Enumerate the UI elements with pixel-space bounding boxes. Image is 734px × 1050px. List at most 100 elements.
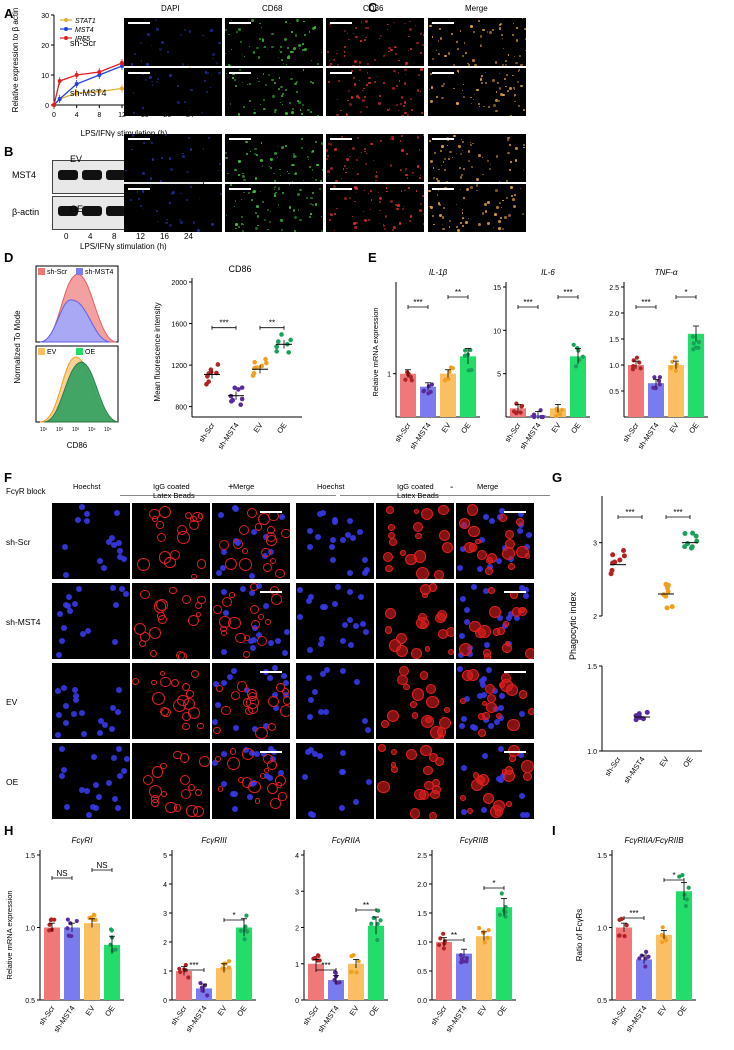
data-point xyxy=(378,918,383,923)
y-tick-label: 2 xyxy=(295,926,299,933)
data-point xyxy=(348,969,354,975)
data-point xyxy=(514,410,519,416)
bar xyxy=(420,386,436,417)
panel-f-row-label: sh-Scr xyxy=(6,537,31,547)
bar xyxy=(328,980,344,1000)
panel-f-plus: + xyxy=(228,482,234,493)
bar xyxy=(636,959,652,1000)
bar xyxy=(44,927,60,1000)
significance-label: * xyxy=(492,879,495,888)
blot-xlabel: LPS/IFNγ stimulation (h) xyxy=(80,242,167,251)
panel-f-micrograph xyxy=(456,503,534,579)
pi-ylabel: Ratio of FcγRs xyxy=(575,909,584,961)
pd-ylabel: Mean fluorescence intensity xyxy=(153,302,162,401)
panel-f-micrograph xyxy=(52,663,130,739)
panel-f-micrograph xyxy=(212,663,290,739)
data-point xyxy=(311,956,316,961)
data-point xyxy=(575,345,580,351)
data-point xyxy=(264,360,269,366)
data-point xyxy=(661,592,667,598)
data-point xyxy=(657,375,662,380)
group-label: OE xyxy=(459,421,473,435)
panel-label-d: D xyxy=(4,250,14,265)
y-tick-label: 1.5 xyxy=(609,337,619,344)
y-tick-label: 1200 xyxy=(171,363,187,370)
panel-c-micrograph xyxy=(326,134,424,182)
data-point xyxy=(617,557,623,563)
data-point xyxy=(286,350,291,355)
data-point xyxy=(651,385,656,390)
chart-title: FcγRIIB xyxy=(460,836,489,845)
data-point xyxy=(657,382,662,387)
group-label: OE xyxy=(681,755,695,769)
pa-xtick: 12 xyxy=(118,112,126,119)
data-point xyxy=(426,391,431,396)
panel-e-charts: Relative mRNA expression 1IL-1β*****sh-Sc… xyxy=(371,268,708,451)
chart-title: FcγRIIA/FcγRIIB xyxy=(624,836,684,845)
data-point xyxy=(263,356,268,362)
data-point xyxy=(652,375,657,380)
group-label: OE xyxy=(235,1004,249,1018)
y-tick-label: 2000 xyxy=(171,280,187,287)
data-point xyxy=(356,959,361,964)
data-point xyxy=(560,407,565,412)
data-point xyxy=(664,605,670,611)
data-point xyxy=(621,553,627,559)
significance-label: *** xyxy=(629,909,638,918)
hist-xlabel: CD86 xyxy=(67,441,88,450)
y-tick-label: 3 xyxy=(163,911,167,918)
pa-xtick: 0 xyxy=(52,112,56,119)
y-tick-label: 0.5 xyxy=(417,969,427,976)
group-label: EV xyxy=(658,755,671,768)
hist-tick-2: 10² xyxy=(56,427,64,433)
group-label: EV xyxy=(348,1004,361,1017)
data-point xyxy=(409,378,414,383)
data-point xyxy=(198,980,203,986)
panel-label-a: A xyxy=(4,6,14,21)
panel-f-micrograph xyxy=(456,663,534,739)
data-point xyxy=(669,604,675,610)
group-label: OE xyxy=(569,421,583,435)
pa-ytick: 20 xyxy=(41,43,49,50)
data-point xyxy=(696,345,701,350)
bar xyxy=(308,963,324,1000)
data-point xyxy=(222,966,227,971)
group-label: sh-Scr xyxy=(169,1004,189,1027)
panel-c-row-label: OE xyxy=(70,204,84,214)
bar xyxy=(216,968,232,1000)
pa-legend-label: STAT1 xyxy=(75,18,96,25)
data-point xyxy=(405,370,410,375)
panel-f-micrograph xyxy=(52,583,130,659)
data-point xyxy=(186,975,191,980)
y-tick-label: 1.0 xyxy=(587,749,597,756)
hist-tick-3: 10³ xyxy=(72,427,80,433)
bar xyxy=(628,365,644,417)
y-tick-label: 10 xyxy=(493,328,501,335)
group-label: EV xyxy=(476,1004,489,1017)
y-tick-label: 1.5 xyxy=(597,853,607,860)
panel-f-micrograph xyxy=(376,743,454,819)
bar xyxy=(648,383,664,417)
data-point xyxy=(226,959,232,964)
group-label: EV xyxy=(656,1004,669,1017)
data-point xyxy=(644,949,649,954)
data-point xyxy=(638,366,643,371)
data-point xyxy=(636,711,642,717)
blot-band-mst4 xyxy=(58,170,78,180)
hist-leg-ev: EV xyxy=(47,349,57,356)
data-point xyxy=(503,904,508,910)
data-point xyxy=(52,917,57,922)
data-point xyxy=(238,928,244,933)
pd-title: CD86 xyxy=(228,264,251,274)
y-tick-label: 800 xyxy=(175,405,187,412)
data-point xyxy=(690,530,696,536)
blot-lane-label: 0 xyxy=(64,232,69,241)
data-point xyxy=(639,953,644,958)
panel-f-row-label: OE xyxy=(6,777,19,787)
significance-label: *** xyxy=(189,961,198,970)
data-point xyxy=(468,347,473,353)
bar xyxy=(400,373,416,417)
group-label: OE xyxy=(103,1004,117,1018)
data-point xyxy=(643,964,648,969)
hist-tick-1: 10¹ xyxy=(40,427,48,433)
